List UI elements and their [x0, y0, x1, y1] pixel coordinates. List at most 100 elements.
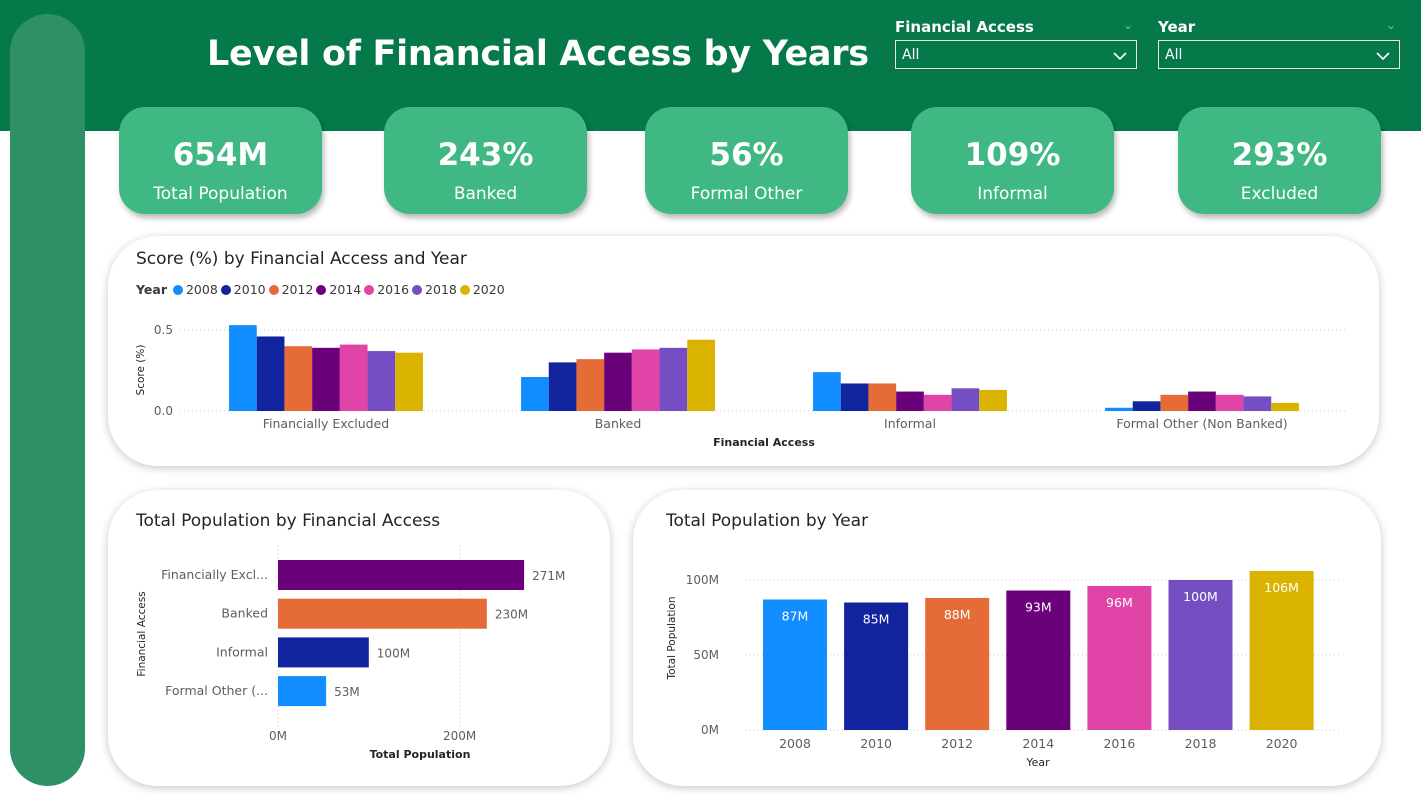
bar	[687, 339, 715, 411]
legend-dot	[220, 284, 231, 295]
kpi-card-banked: 243% Banked	[384, 107, 587, 214]
legend-dot	[316, 284, 327, 295]
kpi-label: Total Population	[153, 184, 288, 204]
legend-item[interactable]: 2012	[268, 282, 314, 297]
legend-label: 2020	[472, 282, 505, 297]
page-title: Level of Financial Access by Years	[207, 34, 869, 74]
bar	[521, 376, 549, 411]
y-tick-label: Formal Other (...	[165, 683, 268, 698]
x-tick-label: Financially Excluded	[263, 416, 389, 431]
kpi-label: Informal	[977, 184, 1048, 204]
population-by-access-chart: 0M 200M Financially Excl... 271M Banked 230M I…	[136, 546, 565, 761]
kpi-card-formal-other: 56% Formal Other	[645, 107, 848, 214]
bar	[278, 637, 369, 668]
data-label: 100M	[1183, 589, 1218, 604]
chevron-down-icon	[1375, 41, 1391, 81]
year-dropdown[interactable]: All	[1158, 40, 1400, 69]
dropdown-value: All	[902, 47, 920, 63]
bar	[1188, 391, 1216, 411]
chevron-down-icon[interactable]: ⌄	[1122, 18, 1133, 32]
data-label: 53M	[334, 685, 360, 699]
bar	[339, 344, 368, 411]
bar	[1168, 580, 1233, 730]
bar	[951, 388, 980, 411]
bar	[312, 347, 340, 411]
x-tick-label: 2016	[1103, 736, 1135, 751]
bar	[1243, 396, 1272, 411]
x-tick-label: 2012	[941, 736, 973, 751]
data-label: 85M	[863, 612, 890, 627]
bar	[925, 598, 990, 730]
data-label: 96M	[1106, 595, 1133, 610]
slicer-financial-access: Financial Access ⌄ All	[895, 14, 1137, 69]
y-tick-label: 100M	[686, 573, 719, 587]
chevron-down-icon[interactable]: ⌄	[1385, 18, 1396, 32]
slicer-year: Year ⌄ All	[1158, 14, 1400, 69]
financial-access-dropdown[interactable]: All	[895, 40, 1137, 69]
data-label: 100M	[377, 646, 410, 660]
bar	[284, 346, 313, 411]
kpi-card-excluded: 293% Excluded	[1178, 107, 1381, 214]
legend-item[interactable]: 2018	[412, 282, 457, 297]
legend-item[interactable]: 2014	[316, 282, 361, 297]
kpi-card-total-population: 654M Total Population	[119, 107, 322, 214]
bar	[395, 352, 423, 411]
x-axis-label: Total Population	[370, 748, 471, 761]
legend-label: 2012	[281, 282, 314, 297]
data-label: 230M	[495, 608, 528, 622]
x-tick-label: Formal Other (Non Banked)	[1116, 416, 1287, 431]
x-tick-label: 2020	[1266, 736, 1298, 751]
bar	[1215, 394, 1244, 411]
bar	[367, 351, 396, 411]
x-tick-label: 2014	[1022, 736, 1054, 751]
kpi-value: 243%	[437, 137, 534, 173]
y-tick-label: 0M	[701, 723, 719, 737]
y-tick-label: 0.5	[154, 323, 173, 337]
legend-item[interactable]: 2010	[220, 282, 266, 297]
chevron-down-icon	[1112, 41, 1128, 81]
bar	[576, 359, 605, 411]
bar	[229, 325, 257, 411]
score-chart-title: Score (%) by Financial Access and Year	[136, 249, 467, 269]
bar	[1271, 402, 1299, 411]
y-tick-label: Informal	[216, 644, 268, 659]
kpi-value: 56%	[709, 137, 784, 173]
bar	[278, 676, 327, 707]
bar	[1249, 571, 1314, 730]
bar	[659, 347, 688, 411]
y-axis-label: Score (%)	[135, 345, 147, 396]
kpi-value: 654M	[172, 137, 269, 173]
bar	[278, 560, 525, 590]
legend-dot	[172, 284, 183, 295]
y-tick-label: Banked	[221, 606, 268, 621]
legend-label: 2016	[377, 282, 410, 297]
bar	[631, 349, 660, 411]
score-chart: 0.0 0.5 Financially Excluded Banked Informal…	[135, 323, 1348, 449]
kpi-label: Excluded	[1240, 184, 1319, 204]
legend-item[interactable]: 2016	[364, 282, 409, 297]
bar	[1105, 407, 1133, 411]
legend-label: 2018	[425, 282, 457, 297]
bar	[844, 602, 909, 730]
x-tick-label: 2018	[1185, 736, 1217, 751]
bar	[604, 352, 632, 411]
bar	[1132, 401, 1161, 411]
data-label: 93M	[1025, 600, 1052, 615]
bar	[763, 599, 827, 730]
bar	[868, 383, 897, 411]
slicer-title: Financial Access	[895, 18, 1034, 36]
y-axis-label: Total Population	[666, 596, 678, 680]
x-tick-label: 200M	[443, 729, 476, 743]
kpi-card-informal: 109% Informal	[911, 107, 1114, 214]
bar	[896, 391, 924, 411]
data-label: 271M	[532, 569, 565, 583]
legend-item[interactable]: 2020	[459, 282, 505, 297]
kpi-value: 293%	[1231, 137, 1328, 173]
bar	[256, 336, 285, 411]
x-tick-label: Informal	[884, 416, 936, 431]
legend-dot	[412, 284, 423, 295]
legend-item[interactable]: 2008	[172, 282, 218, 297]
kpi-value: 109%	[964, 137, 1061, 173]
population-by-year-chart: 0M 50M 100M 87M 2008 85M 2010 88M 2012 93M 2014 96M…	[666, 571, 1340, 769]
bar	[1087, 586, 1152, 730]
